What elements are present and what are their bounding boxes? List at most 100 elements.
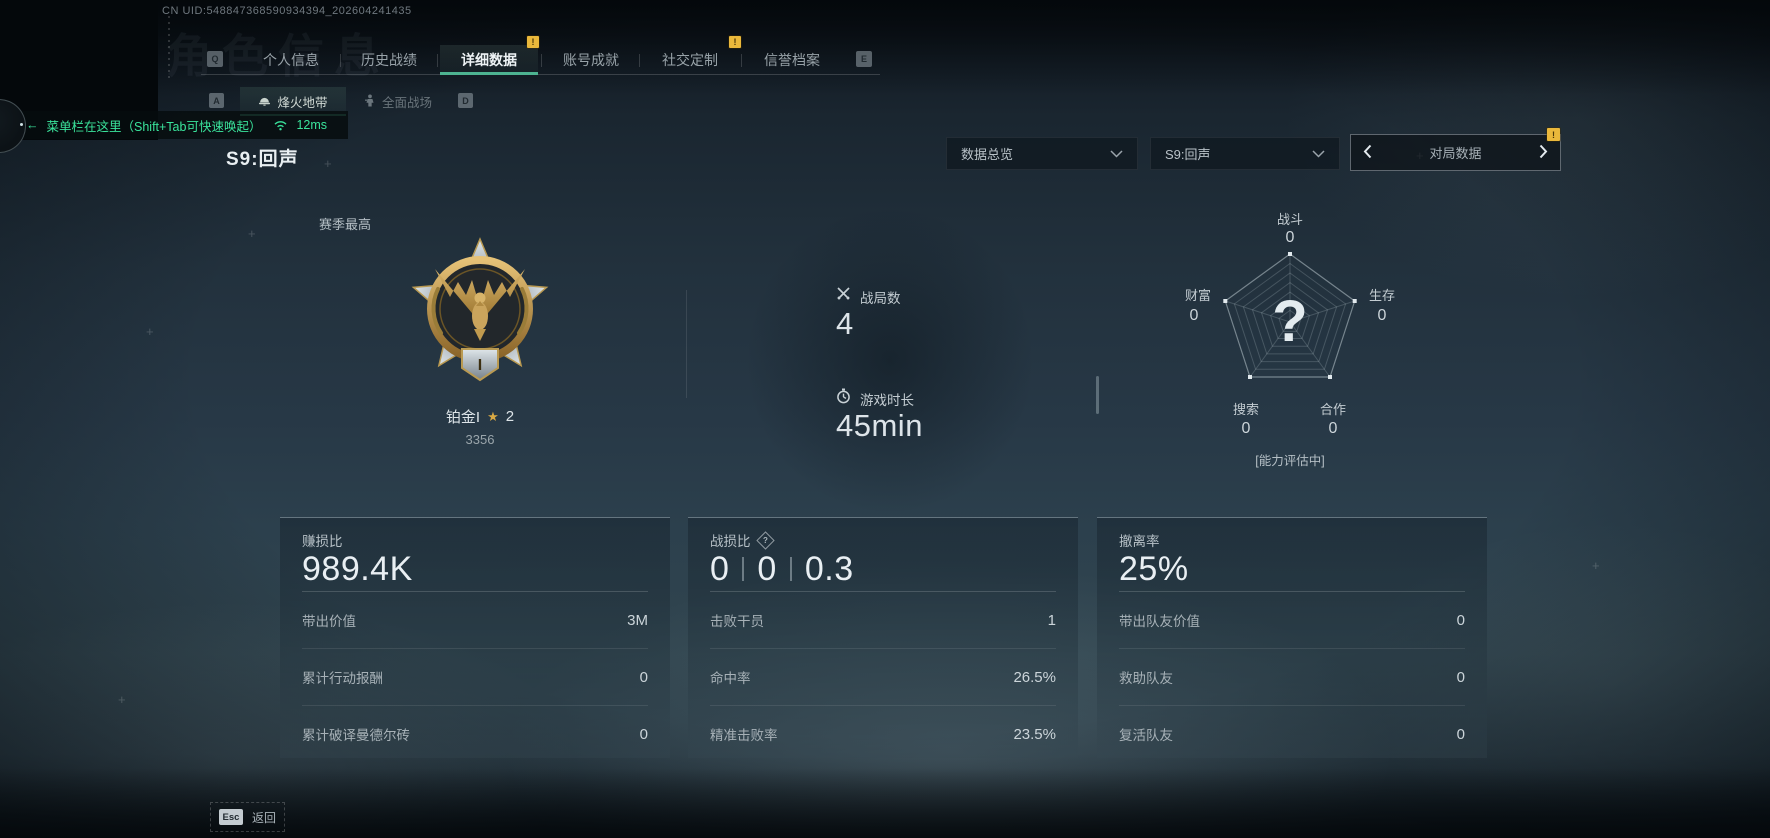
- stat-value: 0: [639, 725, 648, 743]
- stopwatch-icon: [836, 388, 854, 406]
- decor-plus: +: [248, 226, 256, 241]
- dish-silhouette: [740, 200, 1040, 520]
- kd-part: 0: [710, 549, 730, 588]
- chevron-right-icon[interactable]: [1539, 144, 1548, 162]
- active-tab-underline: [440, 72, 538, 75]
- rank-score: 3356: [465, 432, 495, 447]
- playtime-value: 45min: [836, 408, 923, 443]
- tab-social-custom[interactable]: 社交定制: [662, 52, 718, 68]
- kd-part: 0.3: [804, 549, 854, 588]
- tab-separator: [639, 54, 640, 67]
- ability-radar-chart: [1190, 227, 1390, 422]
- help-icon[interactable]: ?: [755, 530, 775, 550]
- card-main-value: 0 0 0.3: [710, 549, 1056, 588]
- radar-axis-combat: 战斗: [1276, 212, 1304, 227]
- tab-reputation[interactable]: 信誉档案: [764, 52, 820, 68]
- radar-axis-cooperation-value: 0: [1328, 420, 1338, 437]
- season-dropdown[interactable]: S9:回声: [1150, 137, 1340, 170]
- decor-plus: +: [1592, 558, 1600, 573]
- stat-label: 累计行动报酬: [302, 671, 383, 686]
- radar-axis-survival: 生存: [1368, 288, 1396, 303]
- stat-label: 救助队友: [1119, 671, 1173, 686]
- tab-separator: [340, 54, 341, 67]
- stat-value: 23.5%: [1013, 725, 1056, 743]
- card-title: 撤离率: [1119, 534, 1160, 549]
- chevron-down-icon: [1312, 146, 1325, 161]
- pager-value: 对局数据: [1429, 146, 1482, 161]
- tab-achievements[interactable]: 账号成就: [563, 52, 619, 68]
- stat-label: 命中率: [710, 671, 751, 686]
- radar-axis-wealth: 财富: [1184, 288, 1212, 303]
- stat-label: 带出队友价值: [1119, 614, 1200, 629]
- tab-bar-rule: [201, 74, 880, 75]
- card-divider: [1119, 591, 1465, 592]
- back-button[interactable]: Esc 返回: [210, 802, 286, 832]
- battle-count-label: 战局数: [860, 291, 901, 306]
- notification-badge: !: [527, 36, 539, 48]
- notification-badge: !: [1547, 128, 1560, 141]
- subtab-label: 全面战场: [381, 96, 432, 110]
- radar-axis-search-value: 0: [1241, 420, 1251, 437]
- rank-medal: I: [405, 237, 555, 400]
- subtab-label: 烽火地带: [277, 96, 328, 110]
- radar-axis-combat-value: 0: [1285, 229, 1295, 246]
- rank-star-count: 2: [505, 408, 515, 425]
- crossed-swords-icon: [836, 286, 854, 304]
- overview-dropdown[interactable]: 数据总览: [946, 137, 1138, 170]
- stat-value: 3M: [627, 611, 648, 629]
- card-main-value: 25%: [1119, 549, 1189, 588]
- battle-count-value: 4: [836, 306, 854, 341]
- subtab-full-battlefield[interactable]: 全面战场: [346, 87, 450, 116]
- stat-row: 复活队友 0: [1119, 705, 1465, 762]
- scrollbar-thumb[interactable]: [1096, 376, 1099, 414]
- left-tick-marks: [168, 16, 170, 80]
- stat-row: 累计破译曼德尔砖 0: [302, 705, 648, 762]
- radar-status: [能力评估中]: [1255, 454, 1325, 468]
- ghost-page-title: 角色信息: [166, 30, 390, 82]
- decor-plus: +: [118, 692, 126, 707]
- notification-badge: !: [729, 36, 741, 48]
- extraction-rate-card: 撤离率 25% 带出队友价值 0 救助队友 0 复活队友 0: [1097, 517, 1487, 758]
- tab-next-keycap: E: [856, 51, 872, 67]
- tab-detailed-data[interactable]: 详细数据: [440, 45, 538, 75]
- tab-separator: [741, 54, 742, 67]
- stat-row: 精准击败率 23.5%: [710, 705, 1056, 762]
- stat-label: 精准击败率: [710, 728, 778, 743]
- tab-prev-keycap: Q: [207, 51, 223, 67]
- stat-row: 击败干员 1: [710, 592, 1056, 648]
- stat-value: 26.5%: [1013, 668, 1056, 686]
- rank-line: 铂金I ★ 2: [380, 406, 580, 427]
- radar-axis-wealth-value: 0: [1189, 307, 1199, 324]
- subtab-next-keycap: D: [458, 93, 473, 108]
- medal-tier: I: [478, 357, 482, 374]
- overview-dropdown-value: 数据总览: [961, 147, 1014, 162]
- stat-value: 1: [1047, 611, 1056, 629]
- helmet-icon: [258, 94, 271, 110]
- kd-ratio-card: 战损比 ? 0 0 0.3 击败干员 1 命中率 26.5% 精准击败率 23.…: [688, 517, 1078, 758]
- wifi-icon: [273, 119, 288, 131]
- dial-dot: [20, 123, 23, 126]
- subtab-prev-keycap: A: [209, 93, 224, 108]
- section-title: S9:回声: [226, 149, 299, 170]
- back-arrow-icon: ←: [26, 118, 39, 132]
- tab-match-history[interactable]: 历史战绩: [361, 52, 417, 68]
- rank-name: 铂金I: [445, 409, 481, 426]
- chevron-down-icon: [1110, 146, 1123, 161]
- tab-separator: [541, 54, 542, 67]
- radar-axis-search: 搜索: [1232, 402, 1260, 417]
- menu-hint-bar[interactable]: ← 菜单栏在这里（Shift+Tab可快速唤起） 12ms: [0, 111, 348, 139]
- back-label: 返回: [252, 810, 277, 825]
- stat-row: 救助队友 0: [1119, 648, 1465, 705]
- menu-hint-text: 菜单栏在这里（Shift+Tab可快速唤起）: [46, 119, 262, 134]
- decor-plus: +: [146, 324, 154, 339]
- data-mode-pager[interactable]: 对局数据: [1350, 134, 1561, 171]
- season-best-label: 赛季最高: [319, 217, 372, 232]
- chevron-left-icon[interactable]: [1363, 144, 1372, 162]
- card-main-value: 989.4K: [302, 549, 413, 588]
- stat-label: 累计破译曼德尔砖: [302, 728, 410, 743]
- value-separator: [789, 557, 792, 581]
- card-divider: [710, 591, 1056, 592]
- tab-personal-info[interactable]: 个人信息: [263, 52, 319, 68]
- profit-loss-card: 赚损比 989.4K 带出价值 3M 累计行动报酬 0 累计破译曼德尔砖 0: [280, 517, 670, 758]
